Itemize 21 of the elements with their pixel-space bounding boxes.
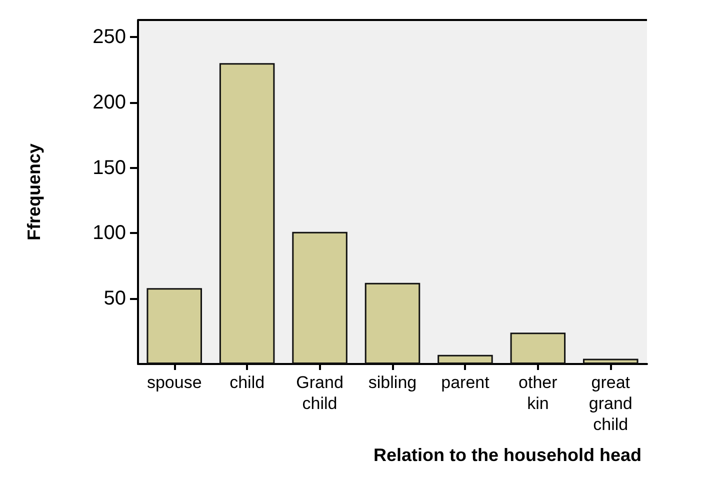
x-tick-label: spouse xyxy=(146,373,202,392)
x-tick-label: sibling xyxy=(368,373,417,392)
x-tick-label: parent xyxy=(441,373,490,392)
y-tick-label: 250 xyxy=(92,26,126,48)
bar xyxy=(364,282,420,364)
bar xyxy=(438,354,493,364)
bar xyxy=(219,63,275,364)
y-tick-label: 150 xyxy=(92,156,126,179)
x-tick-label: other kin xyxy=(518,373,558,413)
bar xyxy=(292,232,348,364)
bar xyxy=(510,332,566,364)
x-axis-title: Relation to the household head xyxy=(373,445,642,465)
x-tick-label: Grand child xyxy=(296,373,344,413)
y-tick-label: 100 xyxy=(92,222,126,244)
bar xyxy=(146,288,202,364)
bar xyxy=(583,358,638,364)
y-tick-label: 200 xyxy=(92,91,126,114)
y-axis-title: Ffrequency xyxy=(24,143,44,241)
y-tick-label: 50 xyxy=(104,288,126,310)
x-tick-label: great grand child xyxy=(588,373,632,434)
x-tick-label: child xyxy=(230,373,265,392)
